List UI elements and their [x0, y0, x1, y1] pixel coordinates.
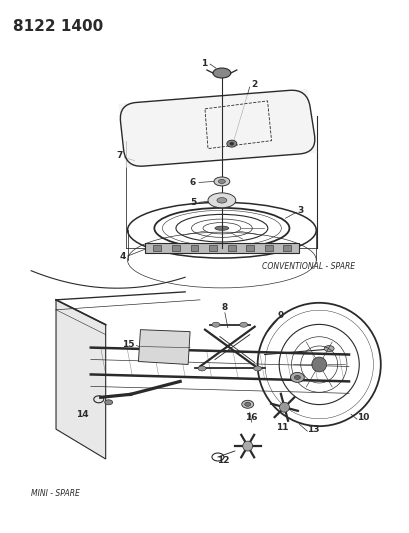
Ellipse shape [104, 400, 112, 405]
Bar [283, 245, 291, 251]
Bar [264, 245, 272, 251]
Text: 2: 2 [251, 80, 257, 90]
Ellipse shape [216, 198, 226, 203]
Ellipse shape [244, 402, 250, 406]
Ellipse shape [214, 226, 228, 230]
Text: 10: 10 [356, 413, 369, 422]
Ellipse shape [324, 345, 333, 352]
Text: 4: 4 [119, 252, 125, 261]
Text: 12: 12 [217, 456, 229, 465]
Text: 3: 3 [297, 206, 303, 215]
Ellipse shape [229, 142, 233, 145]
Ellipse shape [290, 373, 303, 382]
Text: CONVENTIONAL - SPARE: CONVENTIONAL - SPARE [261, 262, 354, 271]
Polygon shape [118, 89, 317, 167]
Text: 8122 1400: 8122 1400 [13, 19, 103, 34]
Ellipse shape [212, 68, 230, 78]
Text: 5: 5 [189, 198, 196, 207]
Text: 7: 7 [116, 151, 122, 160]
Ellipse shape [198, 366, 205, 371]
Text: 14: 14 [76, 410, 89, 419]
Text: 6: 6 [189, 178, 196, 187]
Polygon shape [138, 330, 190, 365]
Circle shape [279, 402, 289, 412]
Ellipse shape [218, 180, 225, 183]
Ellipse shape [207, 193, 235, 208]
Ellipse shape [239, 322, 247, 327]
Text: 16: 16 [245, 413, 257, 422]
Bar [153, 245, 161, 251]
Polygon shape [56, 300, 106, 459]
Text: MINI - SPARE: MINI - SPARE [31, 489, 80, 498]
Bar [246, 245, 254, 251]
Ellipse shape [226, 140, 236, 147]
Text: 11: 11 [276, 423, 288, 432]
Text: 13: 13 [307, 425, 319, 434]
Text: 15: 15 [122, 340, 134, 349]
Ellipse shape [253, 366, 261, 371]
Ellipse shape [294, 375, 300, 379]
Bar [171, 245, 180, 251]
Ellipse shape [241, 400, 253, 408]
Text: 8: 8 [221, 303, 227, 312]
Circle shape [311, 357, 326, 372]
Circle shape [242, 441, 252, 451]
FancyBboxPatch shape [145, 243, 299, 253]
Ellipse shape [211, 322, 219, 327]
Text: 9: 9 [277, 311, 283, 320]
Bar [190, 245, 198, 251]
Text: 1: 1 [200, 59, 207, 68]
Bar [227, 245, 235, 251]
Bar [209, 245, 216, 251]
Ellipse shape [213, 177, 229, 186]
